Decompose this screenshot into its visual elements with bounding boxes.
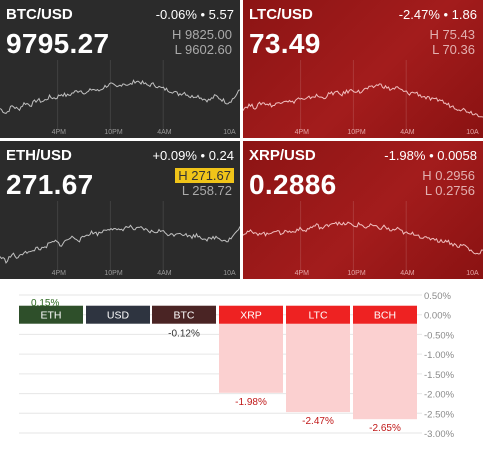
currency-label: BTC: [174, 310, 195, 322]
time-tick-label: 10A: [466, 270, 479, 277]
change-label: -0.06% • 5.57: [155, 7, 234, 22]
currency-label: USD: [107, 310, 130, 322]
currency-header-ltc: [286, 305, 350, 324]
currency-header-bch: [353, 305, 417, 324]
change-label: -1.98% • 0.0058: [384, 148, 477, 163]
currency-header-btc: [152, 305, 216, 324]
currency-label: ETH: [41, 310, 62, 322]
time-tick-label: 10A: [223, 129, 236, 136]
y-tick-label: 0.50%: [424, 291, 451, 302]
value-label: -2.47%: [302, 416, 334, 427]
currency-header-eth: [19, 305, 83, 324]
y-tick-label: -3.00%: [424, 429, 455, 440]
currency-label: BCH: [374, 310, 396, 322]
low-value: L 70.36: [432, 42, 475, 57]
pair-label: LTC/USD: [249, 6, 313, 23]
y-tick-label: 0.00%: [424, 311, 451, 322]
price-value: 271.67: [6, 169, 94, 200]
price-line: [0, 224, 240, 264]
sparkline-chart: [0, 60, 240, 130]
value-label: -0.12%: [168, 329, 200, 340]
y-tick-label: -0.50%: [424, 330, 455, 341]
time-axis: 4PM 10PM 4AM 10A: [0, 270, 240, 279]
change-label: -2.47% • 1.86: [398, 7, 477, 22]
eth-tile[interactable]: ETH/USD +0.09% • 0.24 271.67 H 271.67 L 258.…: [0, 141, 240, 279]
currency-header-usd: [86, 305, 150, 324]
ltc-tile[interactable]: LTC/USD -2.47% • 1.86 73.49 H 75.43 L 70.36 4…: [243, 0, 483, 138]
high-value: H 0.2956: [422, 168, 475, 183]
time-tick-label: 10PM: [347, 270, 366, 277]
price-value: 9795.27: [6, 28, 110, 59]
low-value: L 9602.60: [174, 42, 232, 57]
value-bar-ltc: [286, 314, 350, 413]
price-line: [0, 79, 240, 114]
time-tick-label: 4PM: [294, 270, 309, 277]
time-tick-label: 10A: [466, 129, 479, 136]
time-axis: 4PM 10PM 4AM 10A: [243, 129, 483, 138]
time-tick-label: 4AM: [400, 129, 415, 136]
sparkline-chart: [243, 60, 483, 130]
value-label: -2.65%: [369, 423, 401, 434]
value-label: 0.15%: [31, 298, 59, 309]
sparkline-chart: [0, 201, 240, 271]
low-value: L 258.72: [181, 183, 232, 198]
change-bar-chart: 0.50% 0.00% -0.50% -1.00% -1.50% -2.00% -2.50%…: [19, 291, 455, 440]
time-tick-label: 10A: [223, 270, 236, 277]
high-value: H 271.67: [175, 168, 234, 183]
price-value: 73.49: [249, 28, 321, 59]
sparkline-chart: [243, 201, 483, 271]
low-value: L 0.2756: [424, 183, 475, 198]
y-tick-label: -2.50%: [424, 409, 455, 420]
time-tick-label: 4PM: [51, 270, 66, 277]
time-tick-label: 4PM: [51, 129, 66, 136]
xrp-tile[interactable]: XRP/USD -1.98% • 0.0058 0.2886 H 0.2956 L 0.…: [243, 141, 483, 279]
change-label: +0.09% • 0.24: [152, 148, 234, 163]
price-line: [243, 221, 483, 255]
time-axis: 4PM 10PM 4AM 10A: [0, 129, 240, 138]
currency-label: XRP: [240, 310, 262, 322]
btc-tile[interactable]: BTC/USD -0.06% • 5.57 9795.27 H 9825.00 L 96…: [0, 0, 240, 138]
y-tick-label: -2.00%: [424, 390, 455, 401]
time-tick-label: 4AM: [157, 129, 172, 136]
currency-header-xrp: [219, 305, 283, 324]
time-tick-label: 10PM: [104, 129, 123, 136]
price-value: 0.2886: [249, 169, 337, 200]
value-label: -1.98%: [235, 397, 267, 408]
pair-label: ETH/USD: [6, 147, 72, 164]
pair-label: XRP/USD: [249, 147, 316, 164]
value-bar-xrp: [219, 314, 283, 393]
time-tick-label: 4PM: [294, 129, 309, 136]
high-value: H 9825.00: [172, 27, 232, 42]
time-axis: 4PM 10PM 4AM 10A: [243, 270, 483, 279]
price-line: [243, 83, 483, 118]
y-tick-label: -1.00%: [424, 350, 455, 361]
value-bar-bch: [353, 314, 417, 420]
pair-label: BTC/USD: [6, 6, 73, 23]
time-tick-label: 10PM: [347, 129, 366, 136]
time-tick-label: 10PM: [104, 270, 123, 277]
time-tick-label: 4AM: [400, 270, 415, 277]
high-value: H 75.43: [429, 27, 475, 42]
y-tick-label: -1.50%: [424, 370, 455, 381]
time-tick-label: 4AM: [157, 270, 172, 277]
currency-label: LTC: [308, 310, 327, 322]
